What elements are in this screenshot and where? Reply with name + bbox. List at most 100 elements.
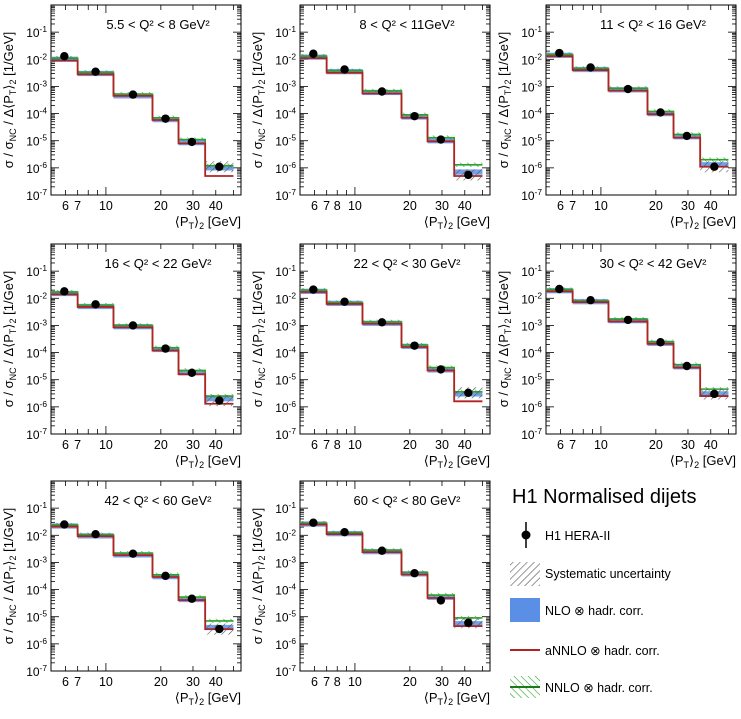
y-axis-title: σ / σNC / Δ⟨PT⟩2 [1/GeV] <box>1 508 18 644</box>
data-point <box>623 315 633 325</box>
panel-title: 11 < Q² < 16 GeV² <box>600 17 707 32</box>
panel-8: 10-7 10-6 10-5 10-4 10-3 10-2 10-1 6 7 8 10 20 30 40⟨… <box>250 480 491 707</box>
y-tick-label: 10-2 <box>275 290 296 306</box>
x-tick-label: 20 <box>403 438 417 452</box>
y-tick-label: 10-1 <box>521 263 542 279</box>
data-point <box>128 321 138 330</box>
y-tick-label: 10-5 <box>26 609 47 625</box>
y-tick-label: 10-7 <box>26 663 47 679</box>
y-tick-label: 10-3 <box>26 317 47 333</box>
legend-nlo-swatch <box>510 598 540 622</box>
panels: 10-710-610-510-410-310-210-16 7 10 20 30 40⟨P… <box>1 4 737 707</box>
x-tick-label: 7 <box>74 438 81 452</box>
legend-label-nlo: NLO ⊗ hadr. corr. <box>545 604 644 618</box>
data-point <box>309 49 318 58</box>
legend-title: H1 Normalised dijets <box>512 486 697 508</box>
x-tick-label: 30 <box>435 675 449 689</box>
data-point <box>340 527 349 537</box>
x-tick-label: 40 <box>209 199 223 213</box>
panel-title: 30 < Q² < 42 GeV² <box>600 256 708 271</box>
y-tick-label: 10-2 <box>521 290 542 306</box>
annlo-line <box>300 57 483 177</box>
data-point <box>187 368 197 377</box>
x-tick-label: 7 <box>74 675 81 689</box>
y-tick-label: 10-6 <box>521 399 542 415</box>
data-point <box>377 87 387 96</box>
data-point <box>436 596 446 605</box>
x-axis-title: ⟨PT⟩2 [GeV] <box>175 214 241 231</box>
x-tick-label: 20 <box>154 675 168 689</box>
panel-4: 10-7 10-6 10-5 10-4 10-3 10-2 10-1 6 7 10 20 30 40⟨P… <box>1 243 242 470</box>
x-tick-label: 7 <box>323 675 330 689</box>
x-tick-label: 6 <box>557 199 564 213</box>
y-tick-label: 10-1 <box>26 24 47 40</box>
y-tick-label: 10-1 <box>26 263 47 279</box>
legend-entry-systematic: Systematic uncertainty <box>510 562 671 586</box>
y-tick-label: 10-5 <box>521 133 542 149</box>
x-axis-title: ⟨PT⟩2 [GeV] <box>670 453 736 470</box>
legend: H1 Normalised dijets H1 HERA-II Systemat… <box>510 486 697 698</box>
x-tick-label: 10 <box>99 438 113 452</box>
data-point <box>464 170 473 180</box>
y-tick-label: 10-2 <box>26 527 47 543</box>
x-tick-label: 30 <box>681 438 695 452</box>
x-tick-label: 40 <box>458 438 472 452</box>
y-tick-label: 10-4 <box>521 106 542 122</box>
y-axis-title: σ / σNC / Δ⟨PT⟩2 [1/GeV] <box>1 271 18 407</box>
y-tick-label: 10-7 <box>275 426 296 442</box>
annlo-line <box>546 55 729 168</box>
x-tick-label: 6 <box>311 675 318 689</box>
y-tick-label: 10-4 <box>521 345 542 361</box>
legend-label-nnlo: NNLO ⊗ hadr. corr. <box>545 681 653 695</box>
legend-systematic-swatch <box>510 562 540 586</box>
x-tick-label: 7 <box>323 199 330 213</box>
panel-title: 8 < Q² < 11GeV² <box>359 17 455 32</box>
y-tick-label: 10-6 <box>26 399 47 415</box>
data-point <box>309 518 318 527</box>
x-tick-label: 20 <box>403 675 417 689</box>
x-tick-label: 6 <box>62 199 69 213</box>
y-tick-label: 10-6 <box>275 160 296 176</box>
legend-entry-annlo: aNNLO ⊗ hadr. corr. <box>510 644 660 658</box>
data-point <box>161 571 170 581</box>
y-tick-label: 10-5 <box>26 372 47 388</box>
data-point <box>436 365 446 374</box>
data-point <box>215 624 224 634</box>
data-point <box>60 51 69 61</box>
x-tick-label: 20 <box>403 199 417 213</box>
annlo-line <box>546 290 729 397</box>
x-tick-label: 30 <box>681 199 695 213</box>
panel-frame <box>50 243 242 435</box>
y-tick-label: 10-7 <box>26 187 47 203</box>
x-axis-title: ⟨PT⟩2 [GeV] <box>670 214 736 231</box>
x-tick-label: 30 <box>186 199 200 213</box>
y-tick-label: 10-1 <box>275 263 296 279</box>
x-axis-title: ⟨PT⟩2 [GeV] <box>175 690 241 707</box>
panel-frame <box>299 243 491 435</box>
y-tick-label: 10-4 <box>275 345 296 361</box>
y-tick-label: 10-1 <box>26 500 47 516</box>
y-tick-label: 10-3 <box>521 317 542 333</box>
panel-5: 10-7 10-6 10-5 10-4 10-3 10-2 10-1 6 7 8 10 20 30 40⟨… <box>250 243 491 470</box>
panel-6: 10-7 10-6 10-5 10-4 10-3 10-2 10-1 6 7 10 20 30 40⟨P… <box>496 243 737 470</box>
x-tick-label: 10 <box>99 199 113 213</box>
y-axis-title: σ / σNC / Δ⟨PT⟩2 [1/GeV] <box>250 508 267 644</box>
y-tick-label: 10-4 <box>275 582 296 598</box>
x-tick-label: 8 <box>334 675 341 689</box>
data-point <box>215 162 224 171</box>
panel-frame <box>50 480 242 672</box>
y-tick-label: 10-6 <box>26 160 47 176</box>
panel-frame <box>545 243 737 435</box>
data-point <box>377 318 387 327</box>
data-point <box>215 396 224 405</box>
data-point <box>340 297 349 306</box>
panel-frame <box>545 4 737 196</box>
y-tick-label: 10-3 <box>275 554 296 570</box>
y-axis-title: σ / σNC / Δ⟨PT⟩2 [1/GeV] <box>1 32 18 168</box>
y-tick-label: 10-4 <box>26 106 47 122</box>
x-tick-label: 8 <box>334 438 341 452</box>
data-point <box>555 48 564 58</box>
legend-label-systematic: Systematic uncertainty <box>545 567 671 581</box>
y-tick-label: 10-2 <box>275 527 296 543</box>
